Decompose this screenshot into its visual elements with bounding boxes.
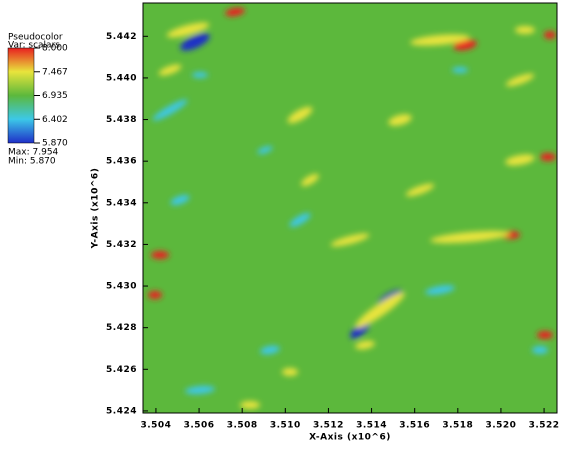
field-blob [388,114,412,126]
colorbar-tick-label: 5.870 [42,139,68,149]
min-label: Min: 5.870 [8,157,56,167]
colorbar-tick-label: 8.000 [42,44,68,54]
colorbar-tick-label: 6.935 [42,91,68,101]
x-tick-label: 3.506 [184,421,215,431]
y-tick-label: 5.438 [106,115,137,125]
field-blob [532,346,548,354]
field-blob [158,64,182,76]
field-blob [515,26,535,34]
field-blob [301,173,319,187]
y-tick-label: 5.434 [106,198,137,208]
y-tick-label: 5.426 [106,365,137,375]
field-blob [257,146,273,154]
field-blob [453,39,477,51]
field-blob [282,368,298,376]
legend-title: Pseudocolor [8,33,63,43]
colorbar-tick-label: 7.467 [42,67,68,77]
field-blob [185,385,215,395]
y-tick-label: 5.428 [106,323,137,333]
y-tick-label: 5.432 [106,240,137,250]
x-tick-label: 3.512 [313,421,344,431]
colorbar [7,47,35,144]
field-blob [355,340,375,350]
plot-frame [142,2,558,414]
x-tick-label: 3.510 [270,421,301,431]
field-blob [355,292,405,328]
x-axis-title: X-Axis (x10^6) [309,433,391,443]
field-blob [260,345,280,355]
field-blob [505,154,535,166]
field-blob [505,73,535,87]
x-tick-label: 3.520 [485,421,516,431]
field-blob [151,251,169,259]
field [148,7,556,409]
max-label: Max: 7.954 [8,148,59,158]
field-blob [405,183,435,197]
field-blob [425,285,455,295]
colorbar-tick-label: 6.402 [42,115,68,125]
y-tick-label: 5.442 [106,32,137,42]
field-blob [192,72,208,78]
x-tick-label: 3.514 [356,421,387,431]
field-blob [330,233,370,247]
field-blob [152,99,188,121]
field-blob [289,213,311,227]
legend-var: Var: scalars [8,41,60,51]
field-blob [430,230,510,244]
field-background [143,3,557,413]
field-blob [170,194,190,206]
field-blob [148,291,162,299]
x-tick-label: 3.522 [529,421,560,431]
x-tick-label: 3.518 [442,421,473,431]
y-tick-label: 5.424 [106,406,137,416]
y-tick-label: 5.436 [106,157,137,167]
field-blob [537,331,553,339]
field-blob [225,7,245,17]
y-tick-label: 5.430 [106,282,137,292]
field-blob [240,401,260,409]
field-blob [180,33,210,51]
x-tick-label: 3.504 [140,421,171,431]
field-blob [544,31,556,39]
x-tick-label: 3.516 [399,421,430,431]
field-blob [166,22,210,38]
x-tick-label: 3.508 [227,421,258,431]
field-blob [452,67,468,73]
y-tick-label: 5.440 [106,73,137,83]
y-axis-title: Y-Axis (x10^6) [91,168,101,250]
field-blob [540,153,556,161]
field-blob [287,106,313,124]
field-blob [410,34,470,46]
